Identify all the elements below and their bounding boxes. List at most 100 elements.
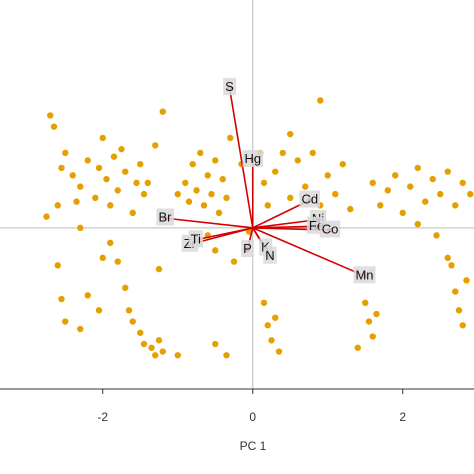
loading-label: Hg bbox=[244, 151, 261, 166]
label-box bbox=[319, 220, 341, 238]
point bbox=[137, 160, 144, 168]
point bbox=[272, 314, 279, 321]
point bbox=[140, 190, 148, 198]
point bbox=[47, 112, 54, 119]
x-tick-label: -2 bbox=[97, 410, 108, 424]
point bbox=[324, 172, 331, 179]
point bbox=[264, 202, 271, 209]
point bbox=[452, 288, 459, 295]
point bbox=[459, 179, 466, 187]
point bbox=[223, 352, 230, 359]
point bbox=[174, 352, 181, 359]
point bbox=[84, 292, 91, 299]
point bbox=[122, 284, 129, 292]
point bbox=[144, 179, 151, 187]
point bbox=[268, 337, 275, 344]
point bbox=[174, 190, 181, 198]
point bbox=[467, 190, 474, 198]
point bbox=[275, 348, 283, 355]
point bbox=[107, 239, 114, 247]
point bbox=[54, 202, 61, 209]
point bbox=[272, 168, 279, 175]
point bbox=[332, 190, 339, 198]
point bbox=[369, 179, 376, 187]
point bbox=[260, 299, 268, 307]
point bbox=[444, 168, 451, 175]
point bbox=[77, 183, 84, 190]
label-box bbox=[299, 190, 321, 208]
point bbox=[448, 262, 455, 269]
loading-label: Mn bbox=[355, 267, 373, 282]
point bbox=[69, 172, 76, 179]
point bbox=[197, 149, 204, 157]
point bbox=[287, 130, 294, 138]
point bbox=[212, 340, 219, 348]
point bbox=[103, 175, 110, 183]
point bbox=[114, 258, 121, 265]
x-tick-label: 2 bbox=[399, 410, 406, 424]
point bbox=[110, 153, 118, 160]
point bbox=[463, 277, 470, 284]
point bbox=[219, 175, 226, 183]
point bbox=[422, 198, 429, 205]
point bbox=[414, 164, 421, 172]
label-box bbox=[188, 230, 204, 248]
loading-arrow bbox=[252, 227, 365, 277]
point bbox=[287, 194, 294, 202]
point bbox=[414, 220, 421, 228]
point bbox=[429, 175, 436, 183]
label-box bbox=[223, 78, 237, 96]
point bbox=[95, 307, 103, 314]
point bbox=[152, 142, 159, 149]
point bbox=[302, 183, 309, 190]
point bbox=[43, 213, 50, 220]
point bbox=[137, 329, 144, 336]
point bbox=[58, 164, 65, 172]
point bbox=[309, 149, 316, 157]
point bbox=[140, 340, 148, 348]
point bbox=[459, 322, 466, 329]
point bbox=[455, 307, 463, 314]
point bbox=[392, 172, 399, 179]
point bbox=[208, 190, 215, 198]
point bbox=[260, 179, 268, 187]
loading-arrow bbox=[164, 217, 253, 229]
point bbox=[193, 187, 200, 194]
point bbox=[365, 318, 373, 325]
loading-label: Br bbox=[159, 210, 173, 225]
point bbox=[264, 322, 271, 329]
point bbox=[84, 157, 91, 164]
point bbox=[294, 157, 301, 164]
point bbox=[185, 198, 193, 205]
point bbox=[62, 318, 69, 325]
label-box bbox=[242, 150, 264, 168]
point bbox=[159, 108, 166, 115]
point bbox=[407, 183, 414, 190]
loading-label: S bbox=[225, 79, 234, 94]
point bbox=[92, 194, 99, 202]
point bbox=[347, 205, 354, 213]
point bbox=[215, 209, 223, 217]
point bbox=[159, 348, 166, 355]
point bbox=[377, 202, 384, 209]
point bbox=[114, 187, 121, 194]
point bbox=[129, 209, 136, 217]
point bbox=[452, 202, 459, 209]
point bbox=[444, 254, 451, 262]
point bbox=[118, 145, 125, 153]
point bbox=[279, 149, 286, 157]
point bbox=[223, 194, 230, 202]
point bbox=[54, 262, 61, 269]
point bbox=[189, 160, 196, 168]
point bbox=[77, 325, 84, 333]
loading-arrow bbox=[195, 227, 253, 241]
point bbox=[204, 172, 211, 179]
point bbox=[107, 202, 114, 209]
point bbox=[212, 157, 219, 164]
x-axis-title: PC 1 bbox=[240, 439, 267, 453]
point bbox=[133, 179, 140, 187]
loading-label: N bbox=[265, 248, 274, 263]
point bbox=[122, 168, 129, 175]
label-box bbox=[353, 266, 376, 284]
point bbox=[373, 310, 380, 318]
